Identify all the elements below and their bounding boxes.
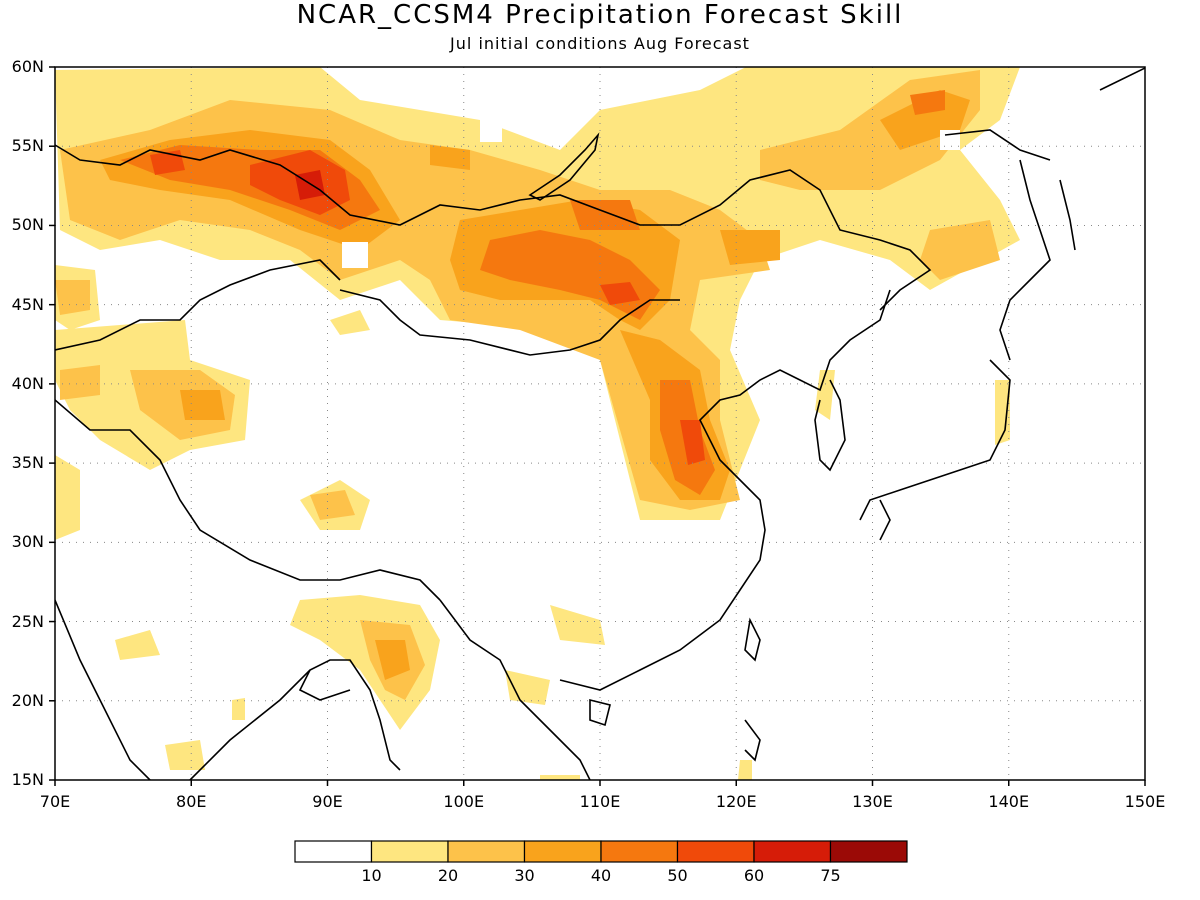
x-tick-label: 120E	[715, 792, 757, 811]
map-title: NCAR_CCSM4 Precipitation Forecast Skill	[296, 0, 904, 30]
y-tick-label: 20N	[11, 690, 44, 710]
colorbar-swatch	[676, 840, 755, 863]
x-tick-label: 90E	[312, 792, 343, 811]
y-tick-label: 25N	[11, 611, 44, 631]
colorbar-swatch	[600, 840, 679, 863]
colorbar-swatch	[753, 840, 832, 863]
colorbar-label: 10	[361, 866, 382, 885]
colorbar-label: 40	[590, 866, 612, 885]
colorbar-label: 50	[667, 866, 688, 885]
map-subtitle: Jul initial conditions Aug Forecast	[450, 34, 750, 53]
colorbar-swatch	[370, 840, 449, 863]
y-tick-label: 50N	[11, 215, 44, 235]
y-tick-label: 40N	[11, 373, 44, 393]
y-tick-label: 55N	[11, 136, 44, 156]
colorbar-label: 75	[820, 866, 841, 885]
colorbar-swatch	[523, 840, 602, 863]
colorbar-label: 30	[514, 866, 535, 885]
y-tick-label: 15N	[11, 770, 44, 789]
x-tick-label: 100E	[443, 792, 485, 811]
y-tick-label: 35N	[11, 453, 44, 473]
skill-shading	[55, 67, 1020, 780]
colorbar-swatch	[447, 840, 526, 863]
x-tick-label: 70E	[39, 792, 71, 811]
x-tick-label: 140E	[988, 792, 1030, 811]
coastlines	[55, 67, 1145, 780]
y-tick-label: 30N	[11, 532, 44, 552]
colorbar-swatch	[829, 840, 908, 863]
x-tick-label: 110E	[579, 792, 621, 811]
x-tick-label: 150E	[1124, 792, 1166, 811]
colorbar-swatch	[294, 840, 373, 863]
y-tick-label: 60N	[11, 57, 44, 76]
x-tick-label: 80E	[176, 792, 207, 811]
colorbar-label: 60	[743, 866, 765, 885]
y-tick-label: 45N	[11, 294, 44, 314]
axis-ticks	[49, 66, 1146, 786]
colorbar	[294, 840, 908, 863]
x-tick-label: 130E	[852, 792, 893, 811]
colorbar-label: 20	[437, 866, 459, 885]
